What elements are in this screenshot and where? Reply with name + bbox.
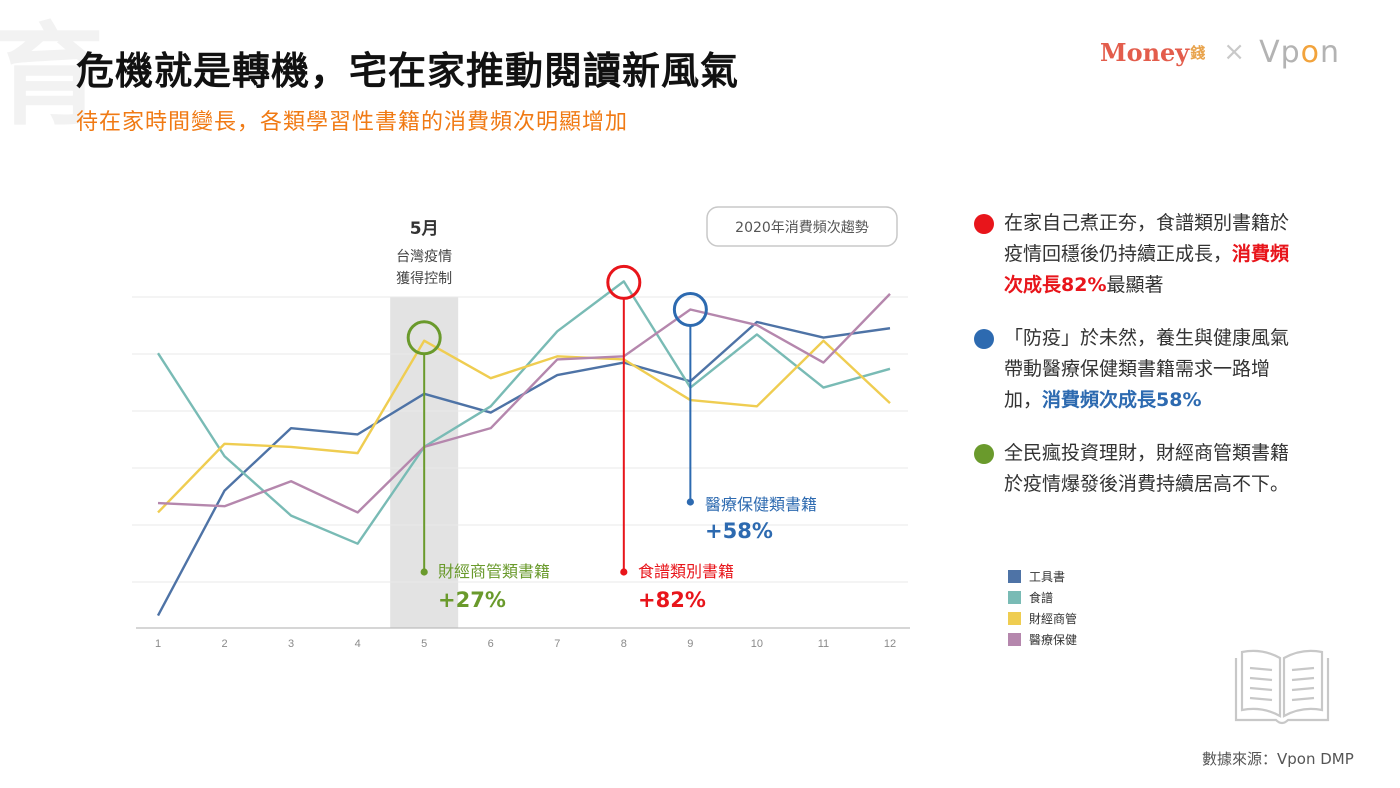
x-tick-label: 3 — [288, 638, 294, 650]
band-label-line: 獲得控制 — [396, 270, 452, 287]
red-bullet-icon — [974, 214, 994, 234]
money-logo: Money — [1100, 37, 1190, 67]
note-text: 全民瘋投資理財，財經商管類書籍於疫情爆發後消費持續居高不下。 — [1004, 442, 1290, 495]
data-source: 數據來源：Vpon DMP — [1202, 750, 1354, 768]
x-tick-label: 5 — [421, 638, 427, 650]
legend-swatch — [1008, 633, 1021, 646]
note-health: 「防疫」於未然，養生與健康風氣帶動醫療保健類書籍需求一路增加，消費頻次成長58% — [974, 323, 1294, 416]
legend-item: 財經商管 — [1008, 608, 1077, 629]
page-title: 危機就是轉機，宅在家推動閱讀新風氣 — [76, 49, 740, 93]
annotation-value: +82% — [638, 588, 706, 612]
annotation-circle — [672, 291, 708, 327]
blue-bullet-icon — [974, 329, 994, 349]
legend-label: 財經商管 — [1029, 612, 1078, 626]
x-tick-label: 8 — [621, 638, 627, 650]
note-highlight: 消費頻次成長82% — [1004, 243, 1290, 296]
annotation-dot — [686, 498, 694, 506]
legend-item: 工具書 — [1008, 566, 1077, 587]
series-line-食譜 — [156, 280, 891, 545]
note-text-after: 最顯著 — [1106, 274, 1164, 296]
brand-logos: Money 錢 × Vpon — [1100, 30, 1340, 74]
annotation-value: +27% — [438, 588, 506, 612]
annotation-circle — [406, 320, 442, 356]
vpon-logo-part: Vp — [1259, 34, 1301, 70]
band-month-label: 5月 — [410, 219, 439, 239]
series-line-醫療保健 — [157, 293, 891, 514]
legend-swatch — [1008, 570, 1021, 583]
legend-swatch — [1008, 591, 1021, 604]
legend-item: 食譜 — [1008, 587, 1077, 608]
note-finance: 全民瘋投資理財，財經商管類書籍於疫情爆發後消費持續居高不下。 — [974, 438, 1294, 500]
chart-legend: 工具書 食譜 財經商管 醫療保健 — [1008, 566, 1077, 650]
money-logo-suffix: 錢 — [1190, 43, 1206, 62]
times-icon: × — [1223, 37, 1246, 67]
vpon-logo: Vpon — [1259, 35, 1340, 70]
x-tick-label: 1 — [155, 638, 161, 650]
annotation-circle — [606, 264, 642, 300]
green-bullet-icon — [974, 444, 994, 464]
x-tick-label: 2 — [221, 638, 227, 650]
series-line-財經商管 — [157, 339, 891, 514]
x-tick-label: 9 — [687, 638, 693, 650]
x-tick-label: 10 — [751, 638, 763, 650]
note-text: 「防疫」於未然，養生與健康風氣帶動醫療保健類書籍需求一路增加， — [1004, 327, 1290, 411]
x-tick-label: 6 — [488, 638, 494, 650]
annotation-label: 食譜類別書籍 — [638, 562, 734, 581]
annotation-dot — [420, 568, 428, 576]
insight-notes: 在家自己煮正夯，食譜類別書籍於疫情回穩後仍持續正成長，消費頻次成長82%最顯著 … — [974, 208, 1294, 522]
legend-label: 食譜 — [1029, 591, 1054, 605]
x-tick-label: 7 — [554, 638, 560, 650]
note-recipes: 在家自己煮正夯，食譜類別書籍於疫情回穩後仍持續正成長，消費頻次成長82%最顯著 — [974, 208, 1294, 301]
page-subtitle: 待在家時間變長，各類學習性書籍的消費頻次明顯增加 — [76, 110, 629, 135]
open-book-icon — [1234, 649, 1330, 725]
note-highlight: 消費頻次成長58% — [1042, 389, 1202, 411]
chart-title: 2020年消費頻次趨勢 — [735, 220, 869, 236]
vpon-logo-part: n — [1320, 34, 1341, 70]
annotation-label: 財經商管類書籍 — [438, 562, 550, 581]
annotation-label: 醫療保健類書籍 — [705, 495, 817, 514]
vpon-logo-o: o — [1300, 34, 1320, 70]
legend-item: 醫療保健 — [1008, 629, 1077, 650]
band-label-line: 台灣疫情 — [396, 249, 452, 265]
chart-title-box — [706, 206, 898, 247]
watermark-character: 育 — [0, 12, 104, 140]
x-tick-label: 11 — [818, 638, 829, 650]
annotation-value: +58% — [705, 519, 773, 543]
legend-label: 醫療保健 — [1029, 633, 1078, 647]
legend-label: 工具書 — [1029, 570, 1066, 584]
legend-swatch — [1008, 612, 1021, 625]
x-tick-label: 4 — [355, 638, 361, 650]
x-tick-label: 12 — [884, 638, 896, 650]
note-text: 在家自己煮正夯，食譜類別書籍於疫情回穩後仍持續正成長， — [1004, 212, 1290, 265]
annotation-dot — [620, 568, 628, 576]
